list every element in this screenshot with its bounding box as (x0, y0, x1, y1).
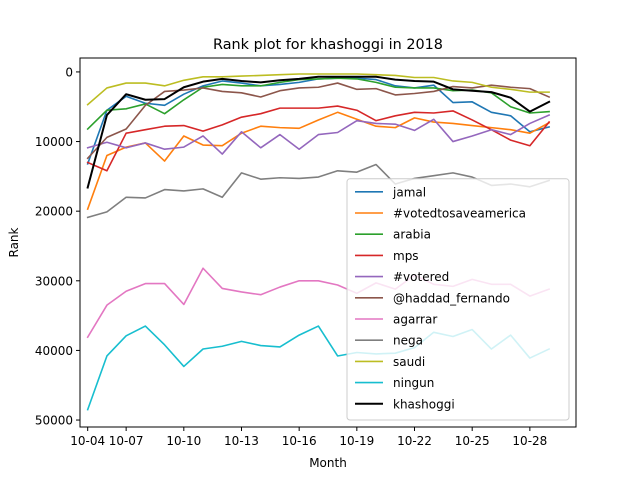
x-axis: 10-04 10-07 10-10 10-13 10-16 10-19 10-22 10-25… (70, 427, 547, 448)
legend-label: mps (393, 249, 419, 263)
legend-label: jamal (392, 185, 426, 199)
legend-box (346, 178, 570, 421)
x-axis-title: Month (309, 456, 347, 470)
legend: jamal #votedtosaveamerica arabia mps #votere… (346, 178, 570, 421)
x-tick-label: 10-13 (224, 434, 259, 448)
legend-label: khashoggi (393, 397, 455, 411)
series-line-4 (86, 114, 551, 155)
series-line-5 (86, 82, 551, 160)
y-tick-label: 20000 (35, 205, 73, 219)
legend-label: #votered (393, 270, 449, 284)
y-tick-label: 40000 (35, 344, 73, 358)
x-tick-label: 10-25 (455, 434, 490, 448)
x-tick-label: 10-04 (70, 434, 105, 448)
y-axis: 0 10000 20000 30000 40000 50000 (35, 65, 80, 428)
plot-area (79, 57, 577, 428)
series-line-1 (86, 111, 551, 211)
legend-label: @haddad_fernando (393, 291, 510, 305)
x-tick-label: 10-10 (166, 434, 201, 448)
y-tick-label: 0 (65, 65, 73, 79)
series-line-7 (86, 163, 551, 219)
series-line-8 (86, 73, 550, 106)
legend-label: agarrar (393, 313, 437, 327)
x-tick-label: 10-16 (282, 434, 317, 448)
plot-frame (79, 57, 577, 428)
x-tick-label: 10-28 (512, 434, 547, 448)
legend-label: saudi (393, 355, 425, 369)
legend-label: nega (393, 334, 423, 348)
legend-label: arabia (393, 228, 431, 242)
chart-title: Rank plot for khashoggi in 2018 (213, 37, 443, 53)
x-tick-label: 10-07 (109, 434, 144, 448)
legend-label: #votedtosaveamerica (393, 207, 526, 221)
y-axis-title: Rank (7, 227, 21, 257)
series-line-3 (86, 105, 551, 172)
y-tick-label: 30000 (35, 274, 73, 288)
legend-label: ningun (393, 376, 434, 390)
y-tick-label: 50000 (35, 414, 73, 428)
series-line-10 (86, 75, 551, 189)
x-tick-label: 10-22 (397, 434, 432, 448)
y-tick-label: 10000 (35, 135, 73, 149)
x-tick-label: 10-19 (339, 434, 374, 448)
